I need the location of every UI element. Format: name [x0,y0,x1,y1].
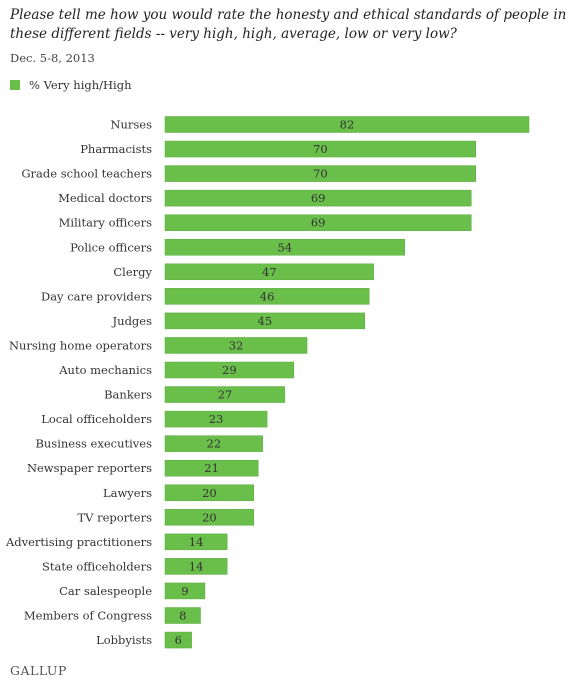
category-label: Lobbyists [96,633,152,647]
bar [164,189,472,207]
value-label: 69 [311,216,326,230]
bar [164,509,255,526]
category-label: Judges [112,314,153,328]
bar [164,337,308,354]
category-label: Bankers [104,388,152,402]
value-label: 6 [175,633,182,647]
category-label: Medical doctors [58,191,152,205]
category-label: Pharmacists [80,142,152,156]
value-label: 45 [258,314,273,328]
category-label: Grade school teachers [21,167,152,181]
bar [164,116,530,133]
value-label: 21 [204,461,219,475]
bar [164,558,228,575]
bar [164,582,206,600]
legend-label: % Very high/High [29,78,132,92]
category-label: Lawyers [103,486,152,500]
bar [164,239,405,256]
value-label: 14 [189,559,204,573]
category-label: Local officeholders [41,412,152,426]
value-label: 69 [311,191,326,205]
category-label: Police officers [70,240,152,254]
category-label: Nursing home operators [9,338,152,352]
chart-subtitle: Dec. 5-8, 2013 [10,51,95,65]
bar [164,607,201,624]
legend: % Very high/High [10,78,132,92]
category-label: Car salespeople [59,584,152,598]
category-label: Nurses [110,118,152,132]
category-label: Military officers [59,216,152,230]
value-label: 70 [313,142,328,156]
value-label: 54 [278,240,293,254]
value-label: 46 [260,289,275,303]
bar [164,165,476,182]
bar [164,484,255,501]
category-label: Members of Congress [24,609,152,623]
bar [164,410,268,428]
category-label: Advertising practitioners [5,535,152,549]
bar [164,263,374,281]
category-label: Day care providers [41,289,152,303]
category-label: Auto mechanics [58,363,152,377]
bar [164,140,476,158]
bar [164,386,286,403]
category-label: State officeholders [42,559,152,573]
legend-swatch [10,80,20,90]
category-label: Clergy [113,265,152,279]
category-label: Newspaper reporters [27,461,152,475]
value-label: 23 [209,412,224,426]
bar [164,631,192,649]
value-label: 32 [229,338,244,352]
gallup-logo: GALLUP [10,663,67,678]
category-label: TV reporters [77,510,152,524]
value-label: 27 [218,388,233,402]
value-label: 47 [262,265,277,279]
value-label: 14 [189,535,204,549]
value-label: 22 [207,437,222,451]
value-label: 70 [313,167,328,181]
bar [164,312,366,330]
value-label: 82 [340,118,355,132]
value-label: 20 [202,510,217,524]
bar [164,533,228,551]
category-label: Business executives [35,437,152,451]
bar [164,288,370,305]
chart-title: Please tell me how you would rate the ho… [10,7,567,42]
bar [164,214,472,231]
bar [164,361,294,379]
bar [164,435,263,452]
value-label: 9 [181,584,188,598]
value-label: 20 [202,486,217,500]
bar [164,459,259,477]
value-label: 29 [222,363,237,377]
value-label: 8 [179,609,186,623]
